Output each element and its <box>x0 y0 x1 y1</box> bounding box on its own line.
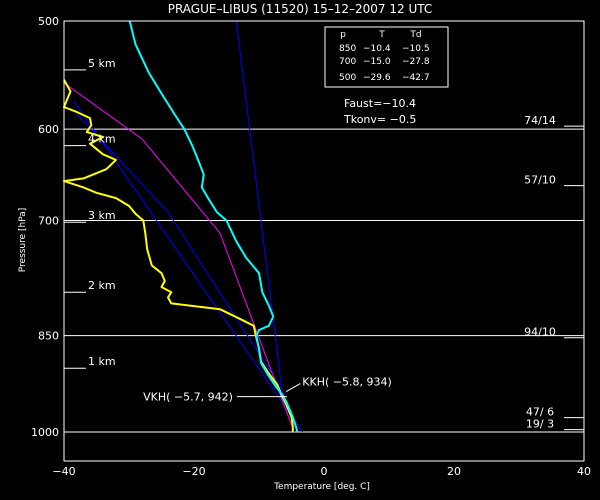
chart-marks: 500 600 700 850 1000 −40 −20 0 20 40 1 km 2 km 3 km 4… <box>31 15 591 478</box>
height-label: 4 km <box>88 133 116 146</box>
y-tick-label: 600 <box>38 123 59 136</box>
table-row-t: −15.0 <box>363 57 391 67</box>
height-label: 5 km <box>88 57 116 70</box>
y-tick-label: 850 <box>38 330 59 343</box>
table-row-td: −42.7 <box>402 73 430 83</box>
wind-label: 47/ 6 <box>526 406 554 419</box>
stats-table-border <box>324 26 449 88</box>
height-label: 1 km <box>88 355 116 368</box>
y-tick-label: 500 <box>38 15 59 28</box>
table-header-p: p <box>340 30 346 40</box>
table-row-t: −10.4 <box>363 44 391 54</box>
table-header-td: Td <box>409 30 421 40</box>
vkh-label: VKH( −5.7, 942) <box>143 391 233 404</box>
x-tick-label: 20 <box>447 465 461 478</box>
table-row-td: −10.5 <box>402 44 430 54</box>
x-axis-label: Temperature [deg. C] <box>273 482 370 492</box>
faust-label: Faust=−10.4 <box>344 97 416 110</box>
plot-frame <box>63 20 585 462</box>
parcel-line <box>76 113 298 433</box>
wind-label: 74/14 <box>524 114 556 127</box>
height-label: 3 km <box>88 209 116 222</box>
plot-lines <box>63 20 304 433</box>
x-tick-label: 40 <box>577 465 591 478</box>
x-tick-label: −40 <box>52 465 75 478</box>
y-axis-label: Pressure [hPa] <box>18 208 28 273</box>
wind-label: 19/ 3 <box>526 418 554 431</box>
chart-title: PRAGUE–LIBUS (11520) 15–12–2007 12 UTC <box>168 2 433 16</box>
grid <box>64 20 584 433</box>
dry-adiabat-line <box>235 20 283 390</box>
tkonv-label: Tkonv= −0.5 <box>343 113 416 126</box>
stats-table: p T Td 850 −10.4 −10.5 700 −15.0 −27.8 5… <box>324 26 449 88</box>
y-tick-label: 700 <box>38 215 59 228</box>
table-row-p: 500 <box>339 73 356 83</box>
x-tick-label: 0 <box>321 465 328 478</box>
y-tick-label: 1000 <box>31 426 59 439</box>
wind-label: 57/10 <box>524 174 556 187</box>
x-tick-label: −20 <box>182 465 205 478</box>
table-row-td: −27.8 <box>402 57 430 67</box>
table-row-p: 700 <box>339 57 356 67</box>
table-row-t: −29.6 <box>363 73 391 83</box>
table-row-p: 850 <box>339 44 356 54</box>
table-header-t: T <box>378 30 385 40</box>
kkh-pointer <box>286 383 301 392</box>
mixing-ratio-line <box>73 100 304 433</box>
kkh-label: KKH( −5.8, 934) <box>302 376 391 389</box>
height-label: 2 km <box>88 279 116 292</box>
wind-label: 94/10 <box>524 326 556 339</box>
temperature-line <box>128 20 299 433</box>
